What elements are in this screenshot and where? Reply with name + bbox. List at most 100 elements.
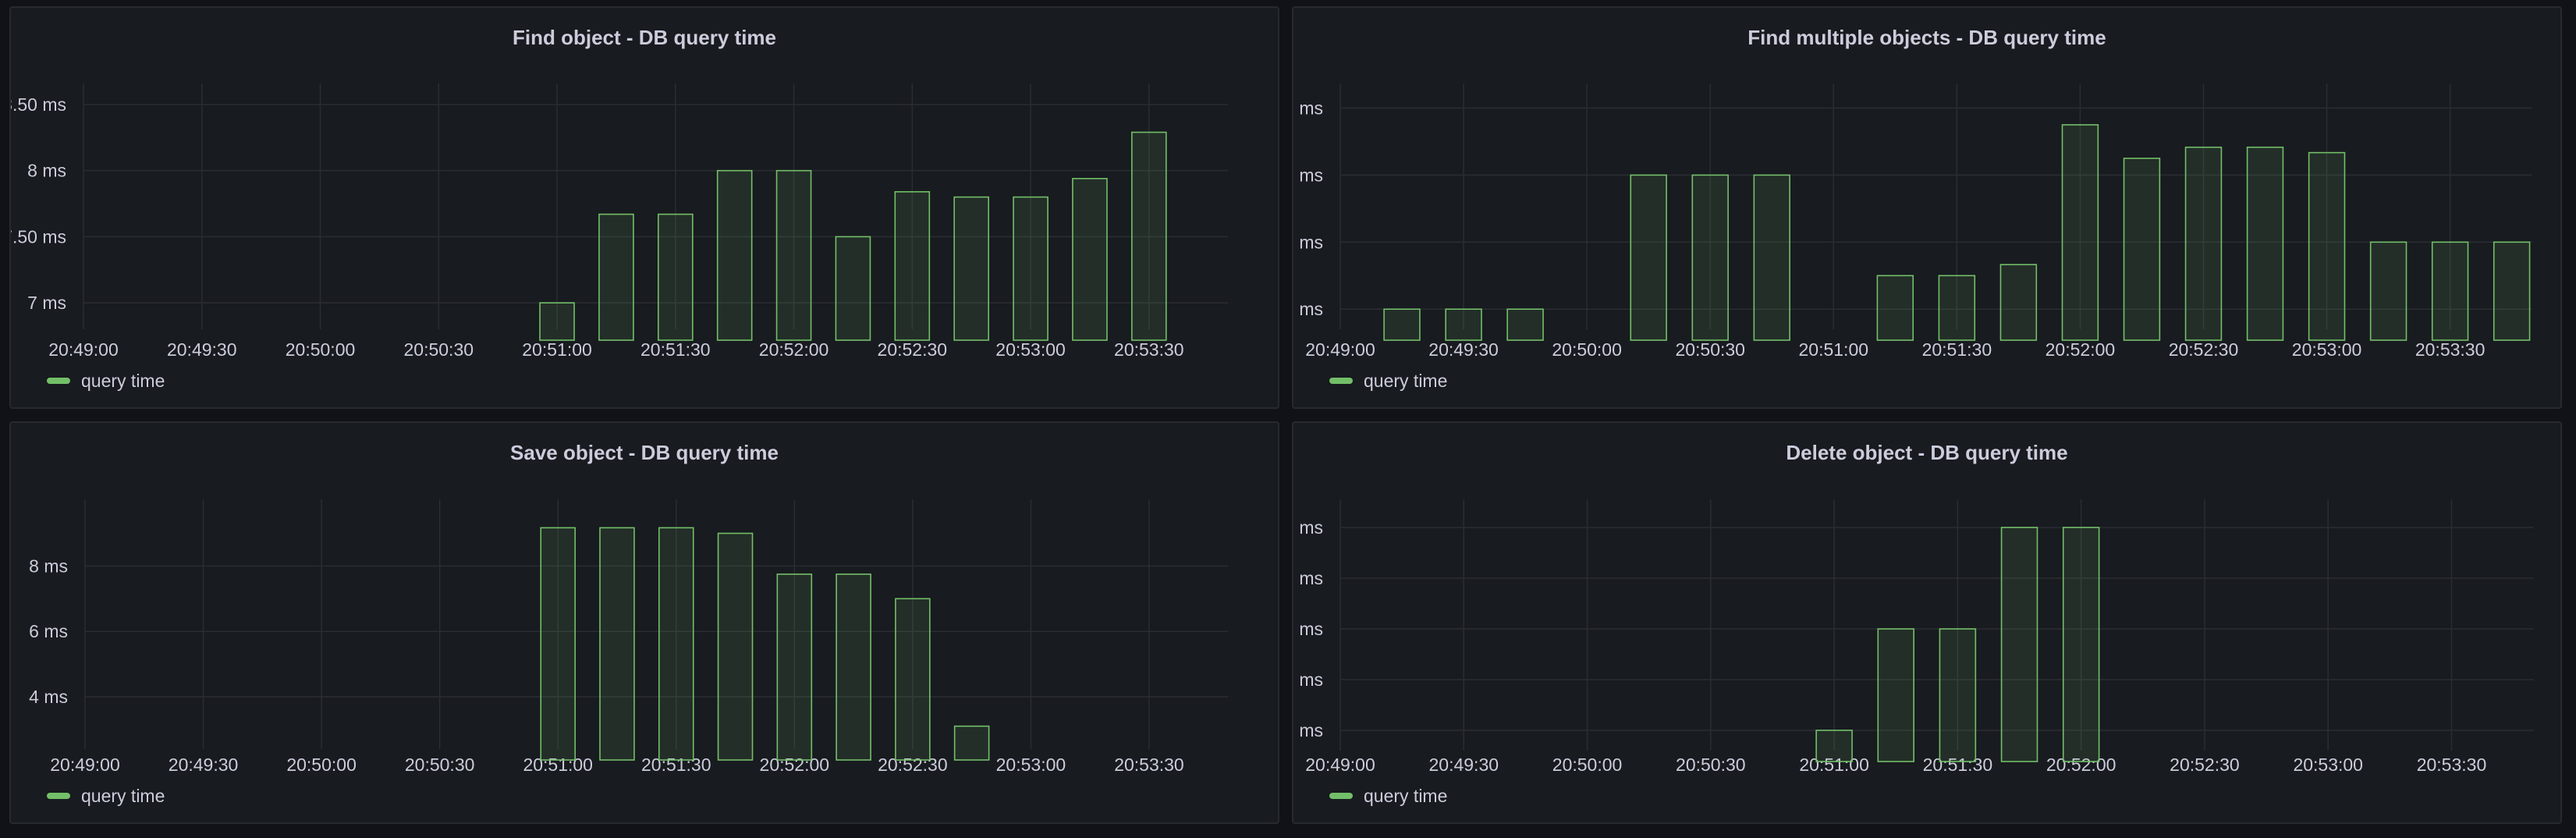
bar-query-time[interactable] bbox=[1753, 174, 1790, 341]
y-tick-label: 7 ms bbox=[27, 293, 66, 313]
bar-query-time[interactable] bbox=[775, 169, 812, 341]
bar-query-time[interactable] bbox=[1131, 131, 1167, 341]
x-tick-label: 20:51:30 bbox=[1923, 755, 1993, 775]
x-tick-label: 20:53:30 bbox=[2417, 755, 2487, 775]
x-tick-label: 20:53:30 bbox=[1114, 339, 1184, 360]
bar-query-time[interactable] bbox=[1876, 275, 1914, 341]
bar-query-time[interactable] bbox=[1815, 730, 1853, 762]
bar-query-time[interactable] bbox=[657, 213, 694, 341]
bar-query-time[interactable] bbox=[2000, 527, 2038, 762]
bar-query-time[interactable] bbox=[776, 573, 813, 761]
legend-item-query-time[interactable]: query time bbox=[1329, 370, 1447, 392]
panel-title[interactable]: Save object - DB query time bbox=[510, 441, 779, 464]
x-tick-label: 20:51:00 bbox=[522, 339, 592, 360]
x-tick-label: 20:51:00 bbox=[1799, 339, 1869, 360]
bar-query-time[interactable] bbox=[953, 196, 989, 341]
panel-title[interactable]: Find object - DB query time bbox=[512, 26, 777, 49]
bar-query-time[interactable] bbox=[895, 598, 931, 761]
bar-query-time[interactable] bbox=[598, 213, 634, 341]
bar-query-time[interactable] bbox=[2431, 241, 2469, 341]
bar-query-time[interactable] bbox=[953, 725, 990, 761]
x-tick-label: 20:49:00 bbox=[50, 755, 120, 775]
legend-color-swatch bbox=[47, 378, 70, 384]
x-tick-label: 20:53:30 bbox=[2415, 339, 2486, 360]
bar-query-time[interactable] bbox=[1938, 275, 1976, 341]
bar-query-time[interactable] bbox=[2246, 146, 2284, 341]
bar-query-time[interactable] bbox=[835, 236, 871, 341]
bar-query-time[interactable] bbox=[2062, 527, 2100, 762]
x-tick-label: 20:49:00 bbox=[48, 339, 119, 360]
y-tick-label: 8 ms bbox=[1293, 232, 1323, 252]
y-tick-label: 6 ms bbox=[1293, 669, 1323, 690]
x-tick-label: 20:52:30 bbox=[2169, 339, 2239, 360]
y-tick-label: 10 ms bbox=[1293, 165, 1323, 185]
bar-query-time[interactable] bbox=[1072, 178, 1108, 341]
bar-query-time[interactable] bbox=[2061, 124, 2099, 341]
bar-query-time[interactable] bbox=[2308, 151, 2346, 341]
x-tick-label: 20:50:30 bbox=[404, 339, 474, 360]
bar-query-time[interactable] bbox=[540, 527, 576, 761]
bar-query-time[interactable] bbox=[2123, 158, 2161, 341]
x-tick-label: 20:51:30 bbox=[641, 755, 711, 775]
y-tick-label: 12 ms bbox=[1293, 98, 1323, 118]
panel-find-multiple-objects[interactable]: Find multiple objects - DB query time 6 … bbox=[1292, 6, 2562, 409]
bar-query-time[interactable] bbox=[716, 169, 753, 341]
x-tick-label: 20:51:00 bbox=[1799, 755, 1869, 775]
bar-query-time[interactable] bbox=[2493, 241, 2531, 341]
x-tick-label: 20:53:00 bbox=[2293, 755, 2363, 775]
x-tick-label: 20:52:30 bbox=[878, 339, 948, 360]
x-tick-label: 20:53:30 bbox=[1114, 755, 1184, 775]
bar-query-time[interactable] bbox=[2369, 241, 2407, 341]
legend-label: query time bbox=[81, 786, 165, 806]
x-tick-label: 20:52:00 bbox=[759, 339, 829, 360]
bar-query-time[interactable] bbox=[1445, 308, 1482, 341]
x-tick-label: 20:53:00 bbox=[2292, 339, 2362, 360]
bar-query-time[interactable] bbox=[658, 527, 694, 761]
x-tick-label: 20:49:30 bbox=[169, 755, 239, 775]
bar-query-time[interactable] bbox=[1877, 628, 1914, 762]
y-tick-label: 4 ms bbox=[29, 687, 68, 707]
x-tick-label: 20:52:00 bbox=[760, 755, 830, 775]
legend-item-query-time[interactable]: query time bbox=[47, 370, 165, 392]
x-tick-label: 20:53:00 bbox=[996, 755, 1066, 775]
bar-query-time[interactable] bbox=[717, 532, 754, 761]
y-tick-label: 5 ms bbox=[1293, 720, 1323, 740]
bar-query-time[interactable] bbox=[539, 302, 575, 341]
panel-title[interactable]: Delete object - DB query time bbox=[1786, 441, 2068, 464]
legend-color-swatch bbox=[1329, 378, 1353, 384]
x-tick-label: 20:49:00 bbox=[1305, 339, 1375, 360]
bar-query-time[interactable] bbox=[1939, 628, 1977, 762]
legend-color-swatch bbox=[1329, 793, 1353, 799]
bar-query-time[interactable] bbox=[1013, 196, 1048, 341]
x-tick-label: 20:50:00 bbox=[1552, 339, 1622, 360]
bar-query-time[interactable] bbox=[2184, 146, 2223, 341]
y-tick-label: 8 ms bbox=[27, 161, 66, 181]
panel-find-object[interactable]: Find object - DB query time 7 ms 7.50 ms 8… bbox=[9, 6, 1279, 409]
bar-query-time[interactable] bbox=[599, 527, 635, 761]
x-tick-label: 20:53:00 bbox=[995, 339, 1066, 360]
y-tick-label: 8 ms bbox=[29, 556, 68, 576]
y-tick-label: 6 ms bbox=[1293, 299, 1323, 319]
bar-query-time[interactable] bbox=[894, 190, 931, 341]
bar-query-time[interactable] bbox=[836, 573, 871, 761]
panel-delete-object[interactable]: Delete object - DB query time 5 ms 6 ms 7 … bbox=[1292, 421, 2562, 824]
x-tick-label: 20:49:30 bbox=[1429, 755, 1499, 775]
legend-label: query time bbox=[1364, 786, 1448, 806]
panel-title[interactable]: Find multiple objects - DB query time bbox=[1747, 26, 2106, 49]
bar-query-time[interactable] bbox=[1506, 308, 1544, 341]
chart-find-multiple-objects: 6 ms 8 ms 10 ms 12 ms 20:49:00 20:49:30 20:50:… bbox=[1293, 83, 2532, 360]
panel-save-object[interactable]: Save object - DB query time 4 ms 6 ms 8 ms… bbox=[9, 421, 1279, 824]
legend-label: query time bbox=[1364, 371, 1448, 391]
legend-item-query-time[interactable]: query time bbox=[1329, 785, 1447, 807]
legend-item-query-time[interactable]: query time bbox=[47, 785, 165, 807]
bar-query-time[interactable] bbox=[1691, 174, 1729, 341]
x-tick-label: 20:50:30 bbox=[405, 755, 475, 775]
bar-query-time[interactable] bbox=[1630, 174, 1667, 341]
y-tick-label: 6 ms bbox=[29, 621, 68, 641]
bar-query-time[interactable] bbox=[1999, 264, 2038, 341]
bar-query-time[interactable] bbox=[1383, 308, 1421, 341]
x-tick-label: 20:49:30 bbox=[167, 339, 237, 360]
x-tick-label: 20:52:00 bbox=[2046, 755, 2117, 775]
x-tick-label: 20:50:30 bbox=[1676, 755, 1746, 775]
